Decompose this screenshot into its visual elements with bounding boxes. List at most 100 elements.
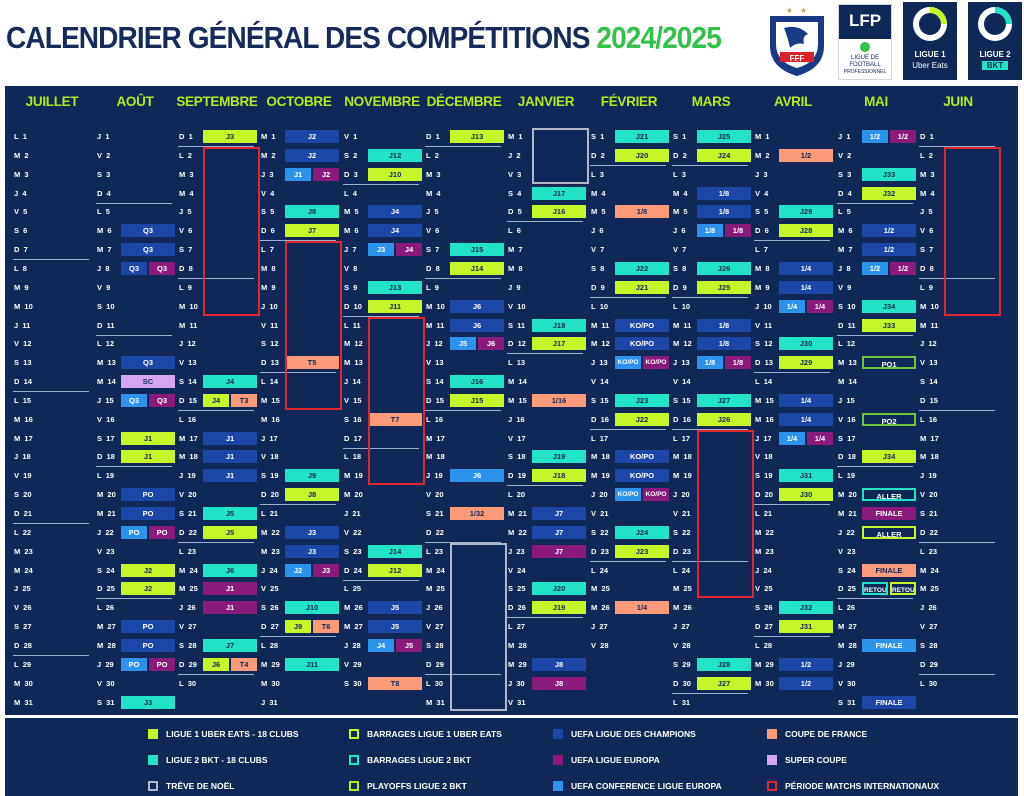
day-label: D 16	[591, 414, 609, 424]
day-label: M 19	[591, 471, 610, 481]
event-l1: J34	[862, 450, 916, 464]
day-label: M 7	[97, 245, 112, 255]
legend-swatch	[553, 755, 563, 765]
week-divider	[507, 485, 583, 487]
week-divider	[919, 409, 995, 411]
day-label: J 5	[179, 207, 192, 217]
event-ucl: J3	[285, 525, 339, 539]
lfp-ball-icon	[860, 42, 870, 52]
event-ucl: J3	[285, 544, 339, 558]
event-l1: J21	[615, 280, 669, 294]
day-label: J 3	[261, 169, 274, 179]
day-label: V 30	[97, 678, 115, 688]
month-header: DÉCEMBRE	[426, 94, 502, 109]
week-divider	[260, 372, 336, 374]
lfp-sub2: FOOTBALL	[849, 62, 881, 68]
day-label: S 7	[920, 245, 934, 255]
day-label: M 17	[14, 433, 33, 443]
day-label: V 14	[673, 377, 691, 387]
week-divider	[343, 315, 419, 317]
week-divider	[590, 296, 666, 298]
event-l1: J13	[450, 130, 504, 143]
day-label: V 31	[508, 697, 526, 707]
event-ucl: 1/2	[862, 243, 916, 257]
event-uel: J2	[313, 167, 339, 181]
event-l1: J17	[532, 337, 586, 351]
event-l1: J10	[368, 167, 422, 181]
event-l2: J16	[450, 375, 504, 389]
day-label: S 10	[97, 301, 115, 311]
day-label: V 2	[97, 150, 111, 160]
international-window	[368, 316, 425, 486]
event-uecl: J5	[450, 337, 476, 351]
event-ucl: 1/4	[779, 280, 833, 294]
day-label: V 27	[179, 622, 197, 632]
legend-label: TRÊVE DE NOËL	[166, 781, 235, 791]
event-cdf: 1/32	[450, 507, 504, 520]
day-label: L 10	[673, 301, 691, 311]
day-label: D 21	[14, 509, 32, 518]
event-uel: 1/2	[890, 130, 916, 143]
week-divider	[672, 296, 748, 298]
event-l1: J14	[450, 261, 504, 275]
day-label: J 2	[508, 150, 521, 160]
day-label: M 10	[426, 301, 445, 311]
day-label: L 9	[179, 282, 192, 292]
day-label: M 26	[344, 603, 363, 613]
event-l2: J25	[697, 130, 751, 143]
event-l1: J18	[532, 469, 586, 483]
day-label: S 26	[261, 603, 279, 613]
week-divider	[96, 466, 172, 468]
day-label: S 7	[179, 245, 193, 255]
legend-label: UEFA LIGUE DES CHAMPIONS	[571, 729, 696, 739]
day-label: S 2	[344, 150, 358, 160]
day-label: V 14	[591, 377, 609, 387]
day-label: V 8	[344, 263, 358, 273]
day-label: M 22	[508, 527, 527, 537]
month-header: JANVIER	[517, 94, 575, 109]
day-label: J 10	[755, 301, 772, 311]
week-divider	[507, 353, 583, 355]
legend-label: UEFA LIGUE EUROPA	[571, 755, 660, 765]
day-label: J 17	[755, 433, 772, 443]
day-label: M 30	[755, 678, 774, 688]
day-label: D 10	[344, 301, 362, 311]
day-label: M 3	[920, 169, 935, 179]
day-label: V 28	[673, 640, 691, 650]
event-l2: J9	[285, 469, 339, 483]
day-label: M 18	[426, 452, 445, 462]
week-divider	[507, 617, 583, 619]
day-label: D 27	[755, 622, 773, 632]
day-label: V 4	[755, 188, 769, 198]
day-label: V 30	[838, 678, 856, 688]
day-label: L 9	[426, 282, 439, 292]
event-cdf: FINALE	[862, 563, 916, 577]
day-label: S 1	[673, 132, 687, 141]
event-cdf: 1/4	[615, 601, 669, 615]
event-ucl: FINALE	[862, 695, 916, 709]
event-uel: 1/8	[725, 224, 751, 238]
day-label: J 13	[673, 358, 690, 368]
day-label: V 20	[920, 490, 938, 500]
event-uel: FINALE	[862, 507, 916, 520]
day-label: D 15	[920, 395, 938, 405]
day-label: J 19	[920, 471, 937, 481]
event-cdf: 1/8	[615, 205, 669, 219]
day-label: M 7	[508, 245, 523, 255]
legend-swatch	[349, 729, 359, 739]
day-label: V 21	[673, 509, 691, 518]
day-label: L 20	[508, 490, 526, 500]
day-label: J 1	[838, 132, 851, 141]
event-cdf: T5	[285, 356, 339, 370]
day-label: V 1	[344, 132, 358, 141]
day-label: L 23	[426, 546, 444, 556]
event-ucl: J1	[203, 450, 257, 464]
day-label: M 2	[261, 150, 276, 160]
day-label: M 24	[14, 565, 33, 575]
day-label: L 4	[344, 188, 357, 198]
event-ucl: KO/PO	[615, 318, 669, 332]
week-divider	[13, 523, 89, 524]
event-l1: J32	[862, 186, 916, 200]
week-divider	[260, 240, 336, 242]
day-label: S 19	[261, 471, 279, 481]
